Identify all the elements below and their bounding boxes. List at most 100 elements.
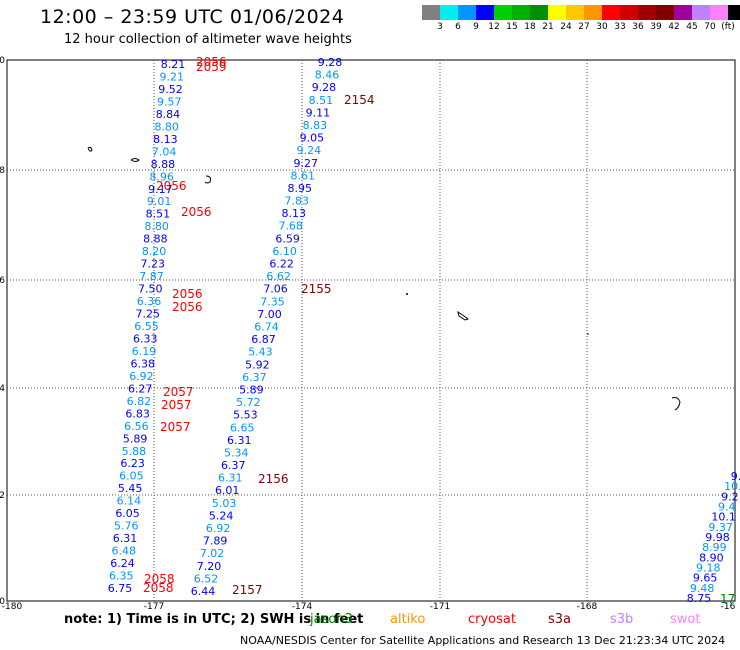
longitude-label: -168: [577, 602, 598, 610]
longitude-label: -16: [721, 602, 736, 610]
colorbar-swatch: [620, 5, 638, 20]
legend-jason3: jason3: [310, 612, 353, 627]
time-label: 2058: [144, 572, 175, 586]
colorbar-label: 42: [668, 22, 680, 32]
wave-height-label: 9.28: [318, 56, 343, 69]
island-dot: [406, 293, 408, 295]
wave-height-label: 8.20: [142, 245, 167, 258]
wave-height-label: 9.4: [718, 501, 736, 514]
time-label: 2056: [172, 287, 203, 301]
wave-height-label: 8.51: [309, 94, 334, 107]
wave-height-label: 7.50: [138, 283, 163, 296]
longitude-label: -174: [292, 602, 313, 610]
colorbar-swatch: [602, 5, 620, 20]
wave-height-label: 8.13: [281, 207, 306, 220]
colorbar-swatch: [674, 5, 692, 20]
time-label: 2057: [161, 398, 192, 412]
wave-height-label: 8.51: [146, 208, 171, 221]
legend-swot: swot: [670, 612, 701, 627]
legend-s3b: s3b: [610, 612, 634, 627]
island-outline: [130, 158, 140, 162]
wave-height-label: 8.46: [315, 69, 340, 82]
wave-height-label: 6.55: [134, 320, 159, 333]
wave-height-label: 10.: [724, 480, 740, 493]
colorbar-swatch: [440, 5, 458, 20]
wave-height-label: 7.06: [263, 283, 288, 296]
wave-height-label: 6.01: [215, 484, 240, 497]
colorbar-label: 12: [488, 22, 500, 32]
wave-height-label: 6.24: [110, 557, 135, 570]
colorbar-swatch: [710, 5, 728, 20]
latitude-label: 26: [0, 276, 5, 286]
wave-height-label: 5.72: [236, 396, 261, 409]
colorbar-label: 45: [686, 22, 698, 32]
wave-height-label: 5.88: [122, 445, 147, 458]
time-label: 2056: [181, 205, 212, 219]
colorbar-swatch: [692, 5, 710, 20]
wave-height-label: 8.61: [291, 169, 316, 182]
wave-height-label: 7.68: [278, 220, 303, 233]
wave-height-label: 8.13: [153, 133, 178, 146]
colorbar-swatch: [548, 5, 566, 20]
wave-height-label: 7.25: [136, 308, 161, 321]
wave-height-label: 6.44: [191, 585, 216, 598]
wave-height-label: 6.22: [269, 258, 294, 271]
wave-height-label: 8.83: [303, 119, 328, 132]
wave-height-label: 8.96: [149, 170, 174, 183]
wave-height-label: 8.80: [144, 220, 169, 233]
wave-height-label: 8.88: [151, 158, 176, 171]
wave-height-label: 6.87: [251, 333, 276, 346]
time-label: 2155: [301, 282, 332, 296]
wave-height-label: 7.89: [203, 535, 228, 548]
colorbar-swatch: [530, 5, 548, 20]
colorbar-label: 24: [560, 22, 572, 32]
colorbar-label: 70: [704, 22, 716, 32]
wave-height-label: 7.83: [284, 195, 309, 208]
wave-height-label: 8.95: [288, 182, 313, 195]
wave-height-label: 9.52: [158, 83, 183, 96]
wave-height-label: 6.19: [132, 345, 157, 358]
wave-height-label: 6.37: [221, 459, 246, 472]
wave-height-label: 8.90: [699, 551, 724, 564]
wave-height-label: 9.37: [708, 521, 733, 534]
latitude-label: 28: [0, 166, 5, 176]
map-frame: [6, 59, 736, 602]
wave-height-label: 5.92: [245, 358, 270, 371]
wave-height-label: 6.31: [227, 434, 252, 447]
colorbar-label: 9: [473, 22, 479, 32]
wave-height-label: 9.24: [297, 144, 322, 157]
wave-height-label: 9.05: [300, 132, 325, 145]
wave-height-label: 9.11: [306, 106, 331, 119]
wave-height-label: 6.33: [133, 332, 158, 345]
colorbar-swatch: [584, 5, 602, 20]
wave-height-label: 6.14: [117, 495, 142, 508]
colorbar-swatch: [566, 5, 584, 20]
wave-height-label: 6.37: [242, 371, 267, 384]
longitude-label: -180: [2, 602, 23, 610]
wave-height-label: 9.17: [148, 183, 173, 196]
wave-height-label: 9.18: [696, 562, 721, 575]
credit-line: NOAA/NESDIS Center for Satellite Applica…: [240, 634, 726, 647]
time-label: 2058: [143, 581, 174, 595]
wave-height-label: 6.10: [272, 245, 297, 258]
latitude-label: 24: [0, 384, 5, 394]
wave-height-label: 7.04: [152, 145, 177, 158]
map-title: 12:00 – 23:59 UTC 01/06/2024: [40, 6, 345, 28]
wave-height-label: 6.52: [194, 572, 219, 585]
colorbar-swatch: [476, 5, 494, 20]
wave-height-label: 9.57: [157, 95, 182, 108]
wave-height-label: 6.38: [130, 357, 155, 370]
colorbar-swatch: [728, 5, 740, 20]
legend-altiko: altiko: [390, 612, 426, 627]
wave-height-label: 6.59: [275, 232, 300, 245]
island-outline: [457, 310, 470, 321]
wave-height-label: 8.84: [156, 108, 181, 121]
wave-height-label: 8.80: [154, 120, 179, 133]
wave-height-label: 8.99: [702, 541, 727, 554]
island-outline: [87, 146, 93, 152]
wave-height-label: 9.: [731, 470, 740, 483]
wave-height-label: 7.87: [139, 270, 164, 283]
legend-s3a: s3a: [548, 612, 572, 627]
wave-height-label: 6.56: [124, 420, 149, 433]
wave-height-label: 7.02: [200, 547, 225, 560]
